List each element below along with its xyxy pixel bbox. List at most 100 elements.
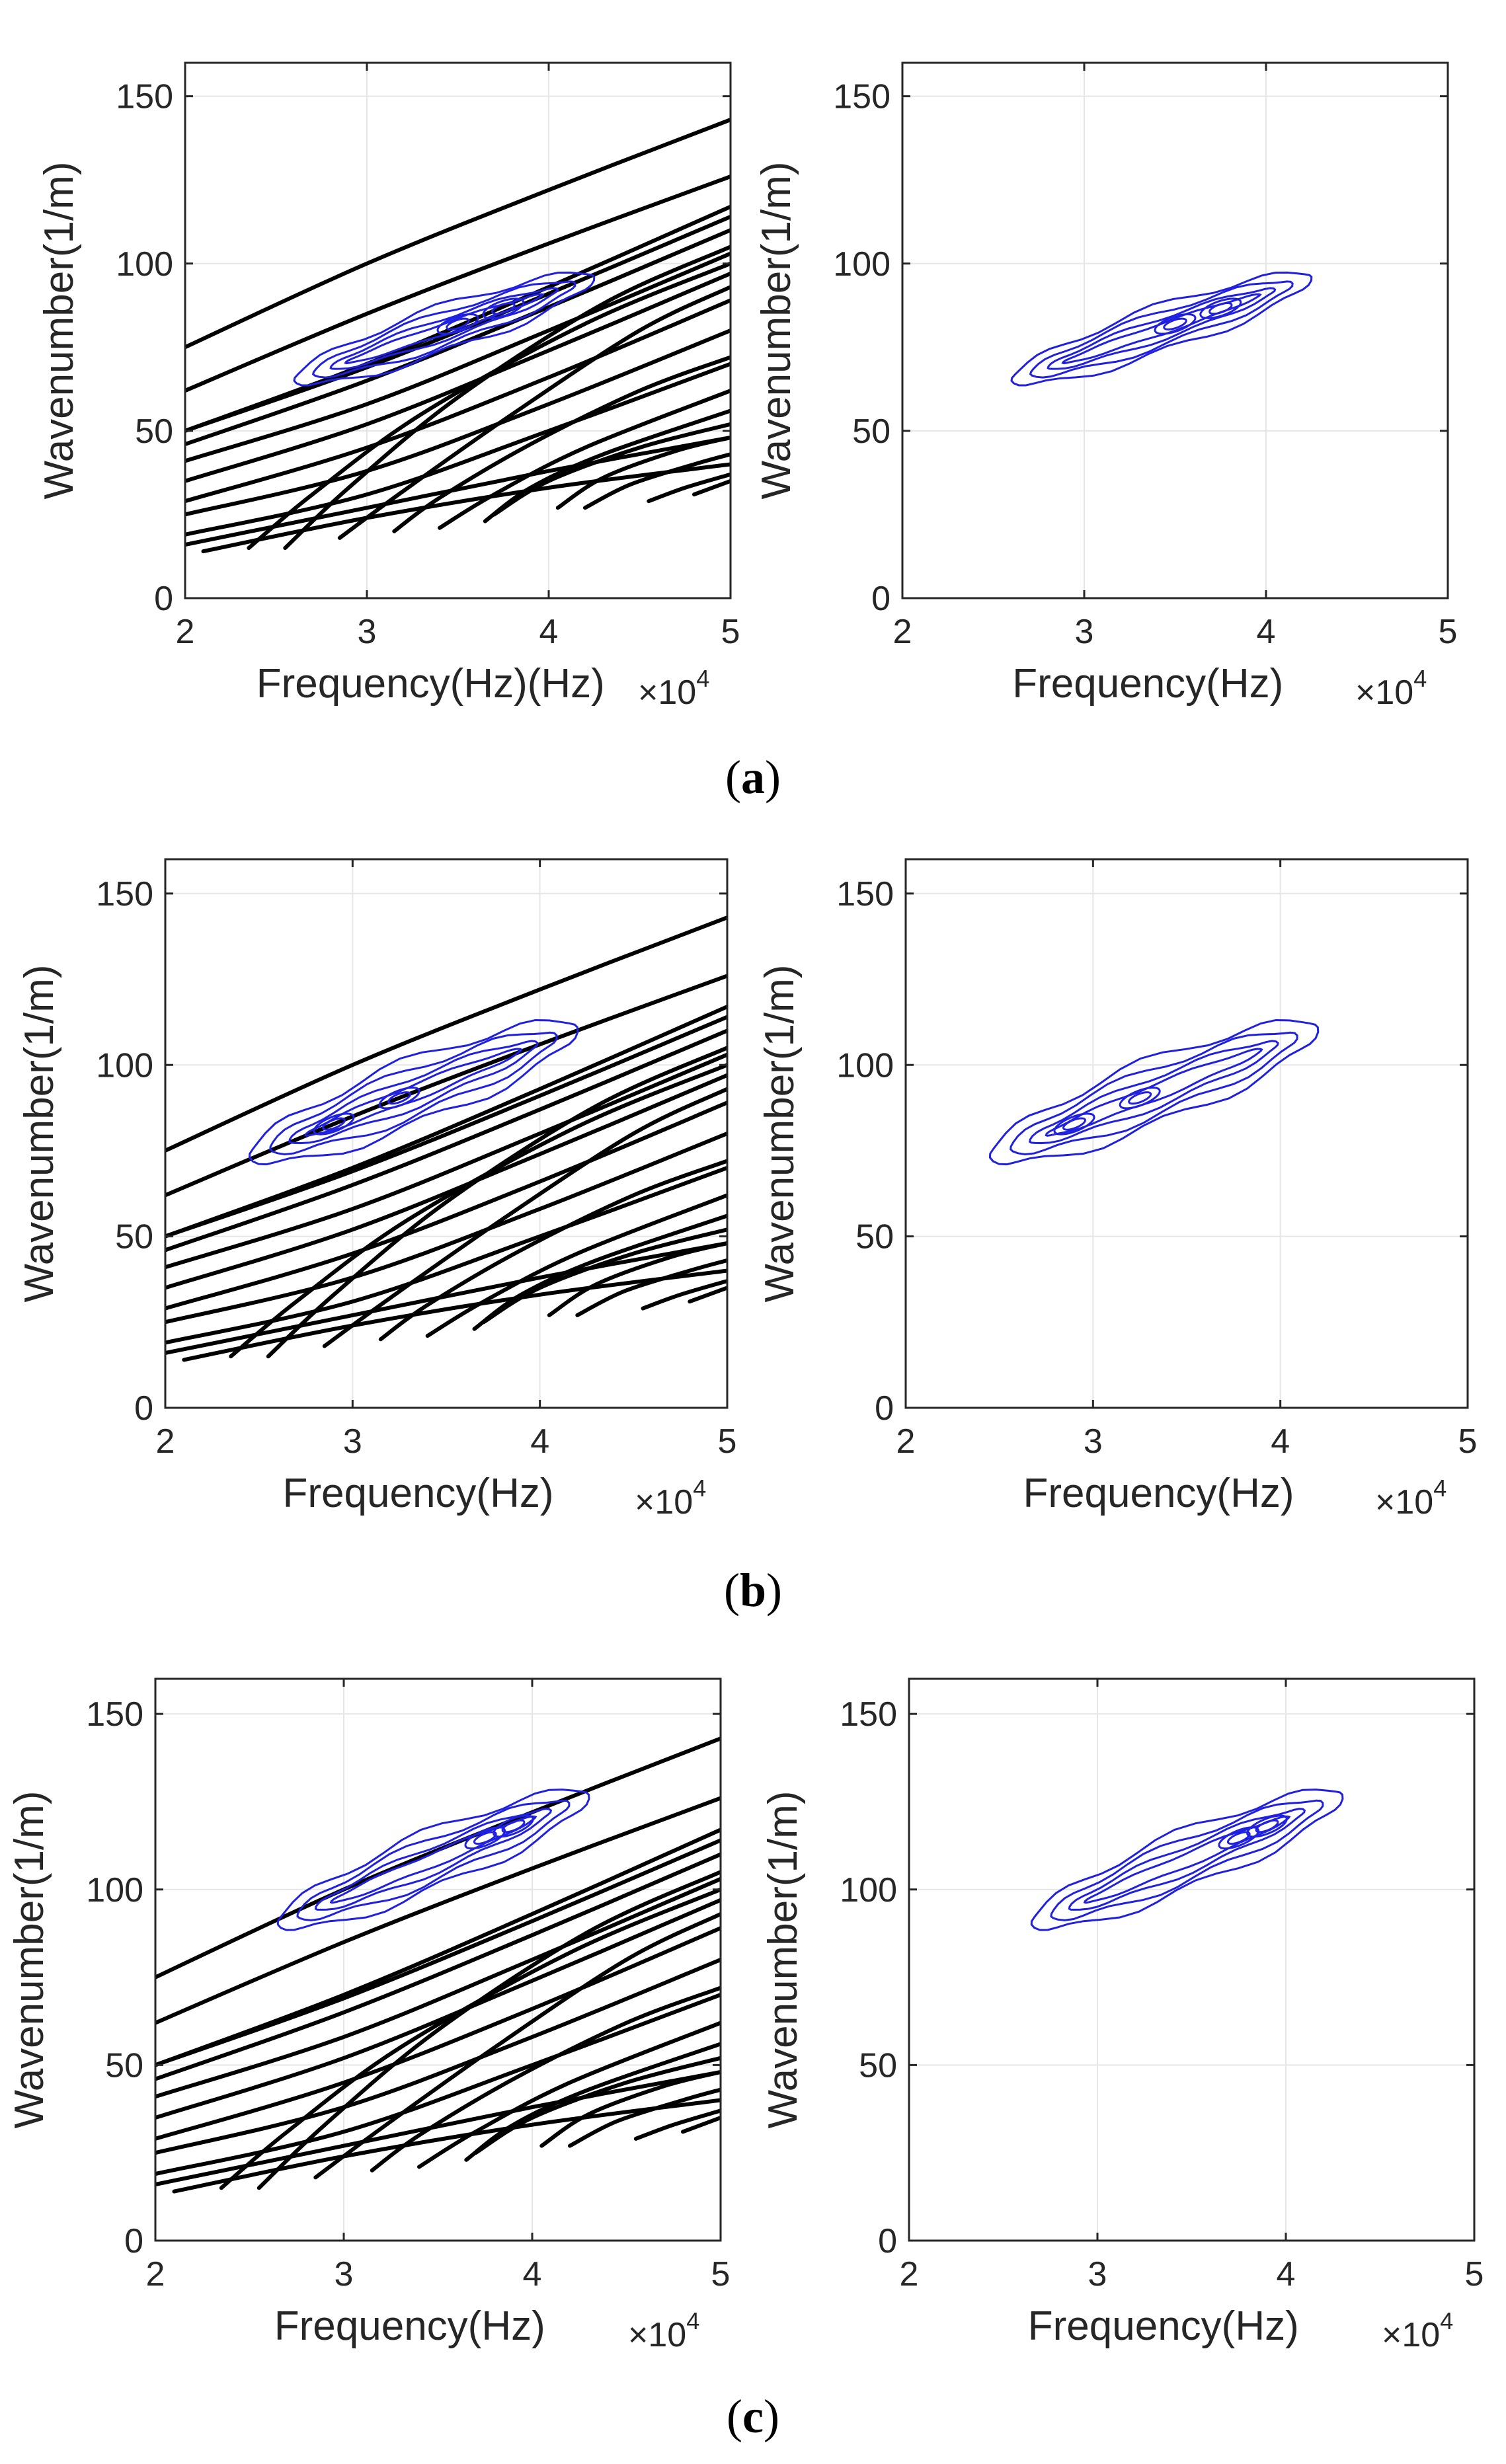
dispersion-mode-23 — [688, 1286, 727, 1304]
dispersion-mode-14 — [257, 1870, 721, 2190]
contour-node — [1218, 1826, 1260, 1850]
axes-box — [908, 1677, 1476, 2242]
y-tick-label: 100 — [833, 245, 891, 284]
dispersion-mode-9 — [165, 1132, 727, 1325]
contour-level-4 — [344, 293, 545, 365]
dispersion-mode-16 — [392, 355, 731, 533]
dispersion-mode-20 — [547, 1241, 727, 1317]
dispersion-mode-13 — [247, 261, 731, 551]
contour-node — [1053, 1112, 1095, 1136]
dispersion-mode-21 — [568, 2087, 721, 2148]
contour-level-2 — [1010, 1031, 1298, 1156]
contour-node — [1199, 297, 1242, 319]
x-axis-label: Frequency(Hz) — [274, 2303, 545, 2349]
dispersion-mode-10 — [185, 362, 731, 537]
contour-node — [1154, 313, 1197, 335]
axes-box — [184, 61, 732, 599]
contour-node — [1246, 1814, 1288, 1838]
contour-level-1 — [988, 1019, 1320, 1166]
dispersion-mode-7 — [155, 1898, 721, 2120]
dispersion-mode-21 — [583, 452, 731, 510]
dispersion-mode-6 — [165, 1052, 727, 1270]
dispersion-mode-6 — [185, 251, 731, 463]
x-tick-label: 2 — [900, 2255, 919, 2293]
contour-node — [1062, 1117, 1087, 1131]
dispersion-mode-23 — [692, 479, 731, 497]
dispersion-mode-19 — [481, 1227, 727, 1325]
dispersion-mode-13 — [229, 1063, 727, 1359]
x-axis-label: Frequency(Hz) — [1028, 2303, 1299, 2349]
contour-node — [387, 1091, 412, 1105]
contour-node — [491, 301, 516, 315]
x-tick-label: 4 — [530, 1422, 549, 1461]
x-exponent-label: ×104 — [638, 665, 709, 712]
dispersion-mode-1 — [185, 118, 731, 350]
x-axis-label: Frequency(Hz) — [1023, 1471, 1294, 1516]
dispersion-mode-15 — [313, 1911, 721, 2180]
plot-content — [185, 118, 731, 554]
contour-level-1 — [276, 1789, 590, 1931]
contour-level-1 — [293, 271, 596, 387]
dispersion-mode-1 — [165, 915, 727, 1153]
x-tick-label: 4 — [1257, 613, 1276, 651]
contour-level-4 — [1061, 293, 1262, 365]
dispersion-mode-13 — [219, 1887, 721, 2190]
plot-content — [1010, 271, 1313, 387]
dispersion-mode-14 — [283, 245, 731, 551]
y-tick-label: 0 — [871, 580, 891, 618]
contour-level-3 — [1029, 1040, 1279, 1145]
y-axis-label: Wavenumber(1/m) — [7, 1790, 52, 2128]
y-tick-label: 150 — [116, 78, 173, 116]
dispersion-mode-9 — [185, 328, 731, 517]
x-axis-label: Frequency(Hz) — [1012, 661, 1283, 707]
y-axis-label: Wavenumber(1/m) — [36, 161, 82, 499]
contour-node — [493, 1814, 534, 1838]
panel-c-right: 2 3 4 5050100150Frequency(Hz)Wavenumber(1/m… — [760, 1677, 1484, 2354]
x-axis-label: Frequency(Hz) — [283, 1471, 554, 1516]
y-tick-label: 100 — [116, 245, 173, 284]
dispersion-mode-2 — [165, 974, 727, 1198]
contour-node — [378, 1087, 420, 1110]
dispersion-mode-10 — [155, 1993, 721, 2176]
x-tick-label: 3 — [1088, 2255, 1107, 2293]
dispersion-mode-11 — [185, 436, 731, 547]
x-exponent-label: ×104 — [635, 1475, 706, 1521]
dispersion-mode-11 — [155, 2070, 721, 2186]
x-tick-label: 5 — [1458, 1422, 1478, 1461]
plot-content — [165, 915, 727, 1362]
x-tick-label: 2 — [896, 1422, 916, 1461]
x-tick-label: 5 — [718, 1422, 737, 1461]
x-tick-label: 4 — [1277, 2255, 1296, 2293]
caption-a: (a) — [725, 751, 781, 804]
contour-node — [1255, 1819, 1279, 1833]
contour-node — [1163, 317, 1187, 330]
x-exponent-label: ×104 — [1375, 1475, 1447, 1521]
contour-node — [464, 1826, 506, 1850]
x-tick-label: 3 — [335, 2255, 354, 2293]
x-tick-label: 4 — [1271, 1422, 1290, 1461]
dispersion-mode-23 — [681, 2116, 721, 2134]
y-tick-label: 0 — [154, 580, 173, 618]
contour-level-3 — [1068, 1808, 1306, 1911]
contour-level-1 — [248, 1019, 579, 1166]
contour-node — [1209, 301, 1233, 315]
contour-level-1 — [1030, 1789, 1344, 1931]
dispersion-mode-2 — [185, 174, 731, 393]
contour-node — [446, 317, 470, 330]
dispersion-mode-17 — [425, 1193, 727, 1338]
y-tick-label: 50 — [135, 412, 173, 451]
contour-level-4 — [304, 1048, 523, 1137]
y-tick-label: 50 — [105, 2046, 143, 2085]
x-tick-label: 3 — [1084, 1422, 1103, 1461]
x-tick-label: 2 — [156, 1422, 175, 1461]
x-axis-label: Frequency(Hz)(Hz) — [257, 661, 605, 707]
y-tick-label: 100 — [840, 1871, 897, 1909]
dispersion-mode-8 — [185, 298, 731, 504]
plot-area — [906, 859, 1468, 1408]
plot-content — [988, 1019, 1320, 1166]
y-tick-label: 100 — [86, 1871, 143, 1909]
x-exponent-label: ×104 — [1382, 2307, 1453, 2354]
contour-node — [313, 1112, 355, 1136]
contour-level-3 — [314, 1808, 553, 1911]
